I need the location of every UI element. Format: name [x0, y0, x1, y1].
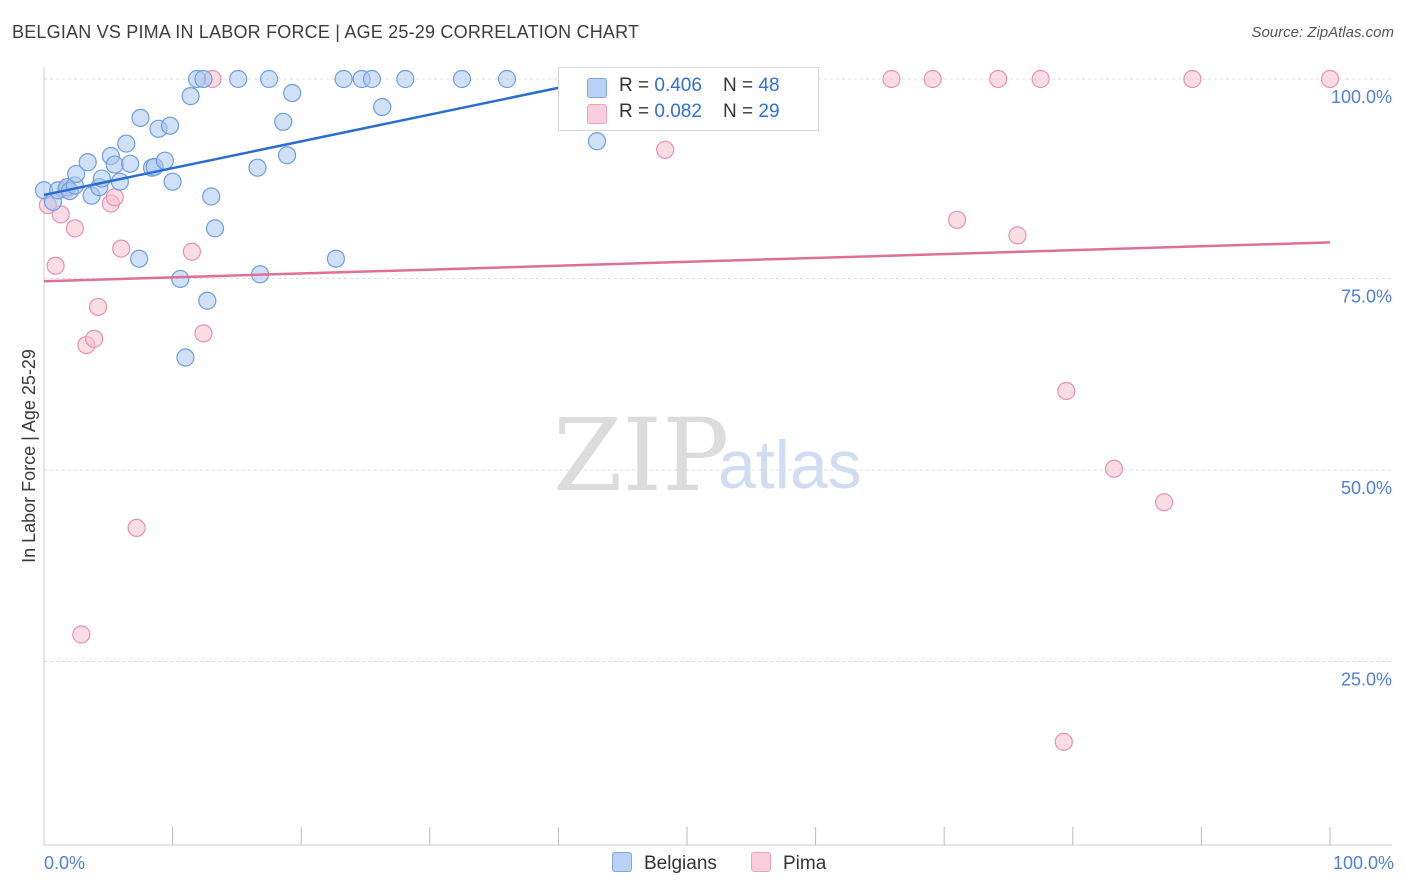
pima-point	[1104, 459, 1124, 478]
belgians-point	[277, 146, 297, 165]
legend-n-value-belgians: 48	[758, 75, 780, 96]
x-tick-label-min: 0.0%	[44, 853, 85, 873]
belgians-point	[121, 154, 140, 173]
y-axis-label: In Labor Force | Age 25-29	[19, 349, 39, 563]
pima-legend-label: Pima	[783, 853, 827, 874]
pima-swatch	[587, 104, 607, 124]
pima-point	[72, 625, 91, 644]
x-axis-ticks	[172, 827, 1331, 845]
pima-point	[112, 239, 131, 258]
belgians-legend-label: Belgians	[644, 853, 717, 874]
belgians-point	[78, 153, 97, 172]
belgians-point	[117, 134, 136, 153]
pima-point	[1054, 732, 1073, 751]
belgians-point	[202, 187, 221, 206]
pima-point	[1031, 69, 1050, 89]
belgians-point	[194, 69, 213, 89]
belgians-point	[155, 151, 174, 170]
belgians-point	[587, 132, 607, 151]
belgians-point	[497, 69, 517, 89]
pima-point	[85, 329, 104, 348]
y-tick-label: 25.0%	[1341, 670, 1392, 690]
belgians-point	[171, 269, 190, 289]
pima-point	[882, 69, 901, 89]
pima-point	[1057, 381, 1076, 401]
pima-trend-line	[43, 241, 1331, 283]
belgians-point	[259, 69, 279, 89]
y-tick-labels: 100.0% 75.0% 50.0% 25.0%	[1331, 87, 1392, 690]
belgians-point	[163, 172, 182, 191]
belgians-point	[131, 108, 150, 128]
legend-r-label: R =	[619, 101, 655, 122]
trend-lines	[43, 77, 1331, 283]
bottom-legend-pima: Pima	[751, 852, 826, 875]
source-label: Source: ZipAtlas.com	[1251, 24, 1394, 41]
belgians-point	[130, 249, 149, 268]
belgians-point	[373, 97, 392, 117]
pima-point	[1155, 493, 1174, 512]
y-tick-label: 50.0%	[1341, 478, 1392, 498]
belgians-point	[274, 112, 293, 131]
pima-point	[1320, 69, 1340, 89]
grid-lines	[44, 78, 1392, 662]
pima-point	[88, 297, 108, 317]
belgians-point	[198, 291, 217, 310]
belgians-points	[34, 69, 607, 367]
legend-n-value-pima: 29	[758, 101, 780, 122]
x-tick-label-max: 100.0%	[1333, 853, 1394, 873]
pima-point	[194, 324, 213, 343]
bottom-legend-belgians: Belgians	[612, 852, 717, 875]
belgians-point	[283, 83, 302, 103]
belgians-point	[181, 87, 200, 106]
belgians-point	[176, 348, 195, 367]
pima-point	[989, 69, 1008, 89]
belgians-legend-swatch	[612, 852, 632, 872]
pima-point	[182, 242, 201, 261]
watermark-zip: ZIP	[553, 397, 729, 514]
pima-legend-swatch	[751, 852, 771, 872]
pima-point	[46, 256, 65, 275]
belgians-point	[248, 158, 267, 177]
belgians-point	[362, 69, 382, 89]
belgians-point	[67, 164, 86, 184]
legend-n-label: N =	[723, 75, 759, 96]
belgians-point	[205, 219, 225, 238]
pima-point	[923, 69, 942, 89]
pima-point	[127, 518, 146, 538]
belgians-point	[105, 155, 124, 174]
correlation-legend: R = 0.406 N = 48 R = 0.082 N = 29	[558, 67, 819, 131]
belgians-trend-line	[43, 77, 602, 197]
belgians-swatch	[587, 78, 607, 98]
pima-points	[38, 69, 1340, 751]
belgians-point	[110, 172, 129, 191]
legend-r-value-belgians: 0.406	[654, 75, 702, 96]
belgians-point	[334, 69, 353, 89]
y-tick-label: 100.0%	[1331, 87, 1392, 107]
y-tick-label: 75.0%	[1341, 287, 1392, 307]
legend-r-label: R =	[619, 75, 655, 96]
pima-point	[1008, 226, 1027, 245]
pima-point	[105, 188, 124, 207]
watermark-atlas: atlas	[718, 427, 862, 503]
pima-point	[1183, 69, 1202, 89]
belgians-point	[229, 69, 248, 89]
belgians-point	[326, 249, 346, 268]
legend-r-value-pima: 0.082	[654, 101, 702, 122]
chart-title: BELGIAN VS PIMA IN LABOR FORCE | AGE 25-…	[12, 22, 640, 42]
belgians-point	[160, 116, 180, 135]
pima-point	[656, 140, 675, 159]
pima-point	[947, 210, 967, 229]
pima-point	[65, 219, 84, 238]
belgians-point	[452, 69, 472, 89]
belgians-point	[396, 69, 415, 89]
legend-n-label: N =	[723, 101, 759, 122]
